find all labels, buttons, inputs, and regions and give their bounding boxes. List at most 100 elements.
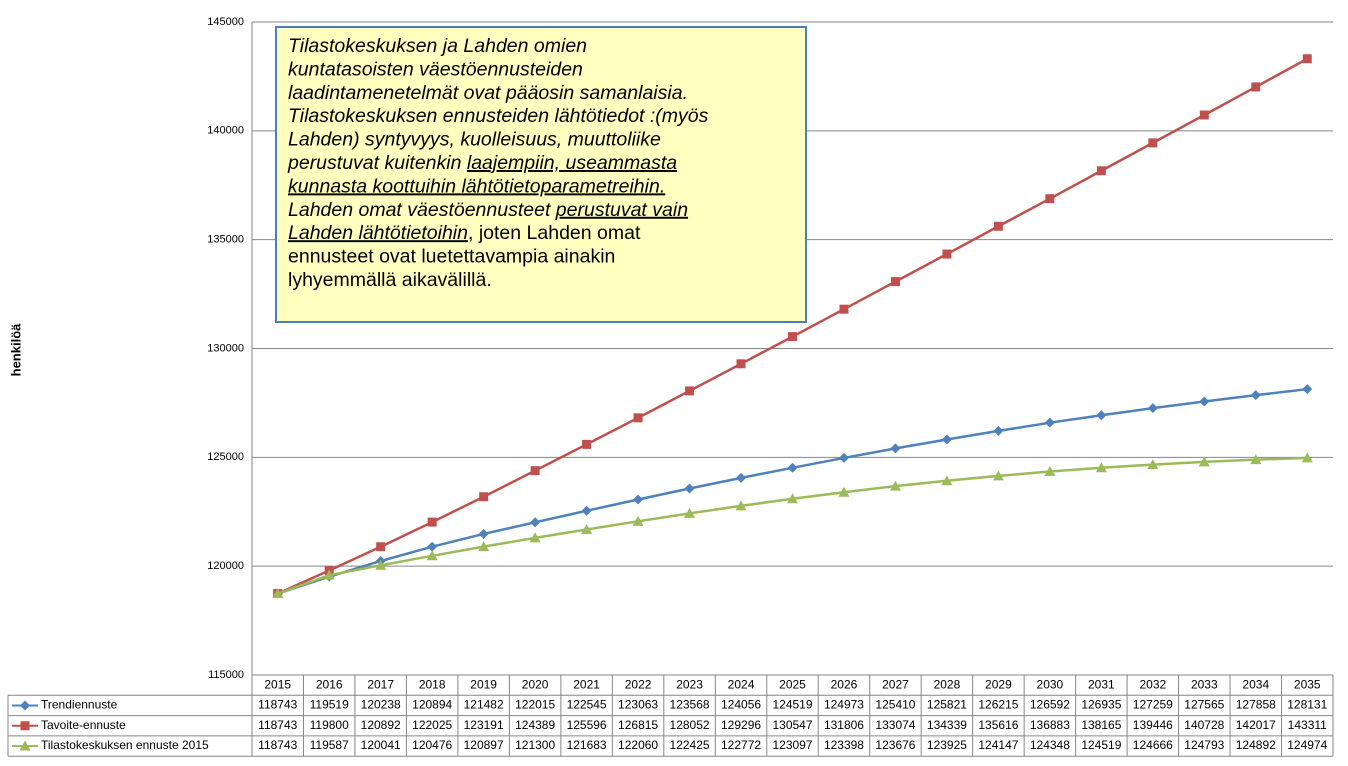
x-tick-label: 2034 (1242, 677, 1269, 691)
y-tick-label: 145000 (207, 16, 244, 28)
x-tick-label: 2030 (1037, 677, 1064, 691)
legend-label: Tilastokeskuksen ennuste 2015 (41, 738, 209, 752)
x-tick-label: 2018 (419, 677, 446, 691)
table-value: 124348 (1030, 738, 1070, 752)
annotation-run: kuntatasoisten väestöennusteiden (288, 58, 583, 80)
table-value: 135616 (978, 718, 1018, 732)
legend-marker (20, 700, 30, 711)
table-value: 119519 (310, 698, 349, 712)
marker (1250, 390, 1261, 401)
marker (736, 359, 746, 369)
marker (838, 486, 850, 497)
table-value: 126592 (1030, 698, 1070, 712)
table-value: 136883 (1030, 718, 1070, 732)
marker (581, 524, 593, 535)
table-value: 130547 (772, 718, 812, 732)
marker (1199, 110, 1209, 120)
table-value: 123398 (824, 738, 864, 752)
marker (530, 517, 541, 528)
x-tick-label: 2015 (264, 677, 291, 691)
marker (993, 425, 1004, 436)
marker (1095, 462, 1107, 473)
table-value: 119800 (310, 718, 349, 732)
marker (426, 550, 438, 561)
marker (787, 493, 798, 504)
marker (941, 475, 953, 486)
table-value: 124974 (1287, 738, 1327, 752)
marker (1302, 384, 1313, 395)
table-value: 123191 (464, 718, 504, 732)
y-tick-label: 135000 (207, 234, 244, 246)
x-tick-label: 2020 (522, 677, 549, 691)
table-value: 124389 (515, 718, 555, 732)
series-line (277, 387, 1308, 595)
table-value: 122772 (721, 738, 761, 752)
marker (376, 542, 386, 552)
annotation-box (275, 26, 807, 323)
annotation-run: Lahden omat väestöennusteet (288, 199, 556, 221)
marker (582, 439, 592, 449)
annotation-run: , joten Lahden omat (468, 222, 641, 244)
annotation-run: lyhyemmällä aikavälillä. (288, 269, 492, 291)
table-value: 121683 (567, 738, 607, 752)
x-tick-label: 2027 (882, 677, 909, 691)
table-value: 140728 (1184, 718, 1224, 732)
marker (530, 466, 540, 476)
marker (1096, 410, 1107, 421)
table-value: 133074 (875, 718, 915, 732)
marker (839, 304, 849, 314)
marker (1148, 138, 1158, 148)
table-value: 124147 (978, 738, 1018, 752)
table-value: 121300 (515, 738, 555, 752)
x-tick-label: 2033 (1191, 677, 1218, 691)
marker (1302, 54, 1312, 64)
x-tick-label: 2023 (676, 677, 703, 691)
table-value: 127858 (1236, 698, 1276, 712)
marker (1198, 456, 1210, 467)
annotation-run: Lahden lähtötietoihin (288, 222, 468, 244)
table-value: 123925 (927, 738, 967, 752)
table-value: 134339 (927, 718, 967, 732)
marker (890, 277, 900, 287)
annotation-run: Tilastokeskuksen ja Lahden omien (288, 35, 587, 57)
x-tick-label: 2026 (831, 677, 858, 691)
table-value: 123568 (670, 698, 710, 712)
marker (272, 588, 284, 599)
x-tick-label: 2032 (1139, 677, 1166, 691)
x-tick-label: 2024 (728, 677, 755, 691)
x-tick-label: 2021 (573, 677, 600, 691)
x-tick-label: 2028 (934, 677, 961, 691)
table-value: 124519 (772, 698, 812, 712)
marker (1199, 396, 1210, 407)
table-value: 121482 (464, 698, 504, 712)
marker (633, 413, 643, 423)
marker (479, 492, 489, 502)
marker (685, 386, 695, 396)
marker (632, 515, 644, 526)
x-tick-label: 2017 (367, 677, 394, 691)
table-value: 118743 (258, 698, 297, 712)
legend-marker (19, 740, 31, 751)
table-value: 119587 (310, 738, 349, 752)
marker (1096, 166, 1106, 176)
table-value: 125410 (875, 698, 915, 712)
marker (787, 462, 798, 473)
marker (1044, 417, 1055, 428)
marker (1045, 194, 1055, 204)
table-value: 118743 (258, 738, 297, 752)
marker (323, 569, 335, 580)
x-tick-label: 2029 (985, 677, 1012, 691)
table-value: 124666 (1133, 738, 1173, 752)
table-value: 124056 (721, 698, 761, 712)
legend-label: Trendiennuste (41, 698, 118, 712)
table-value: 129296 (721, 718, 761, 732)
table-value: 126935 (1081, 698, 1121, 712)
marker (427, 541, 438, 552)
table-value: 128052 (670, 718, 710, 732)
marker (1147, 403, 1158, 414)
table-value: 142017 (1236, 718, 1276, 732)
table-value: 124892 (1236, 738, 1276, 752)
annotation-text: Tilastokeskuksen ja Lahden omien kuntatas… (287, 35, 709, 291)
x-tick-label: 2016 (316, 677, 343, 691)
